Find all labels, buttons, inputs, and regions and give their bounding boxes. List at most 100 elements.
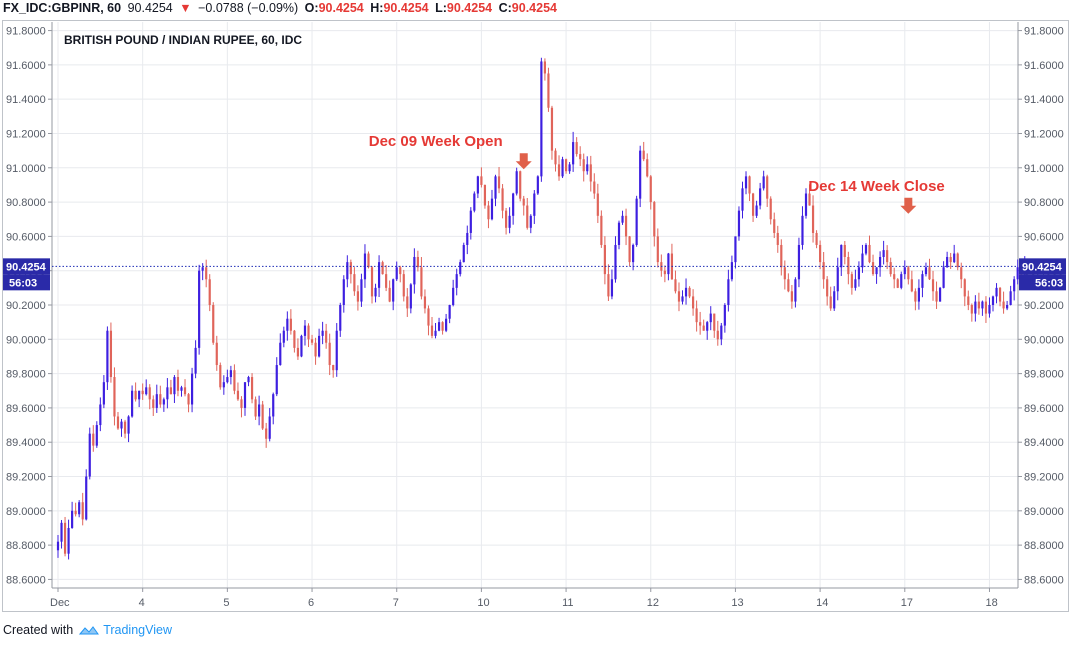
candle-body[interactable] (886, 250, 889, 263)
candle-body[interactable] (512, 193, 515, 216)
candle-body[interactable] (730, 262, 733, 280)
candle-body[interactable] (822, 262, 825, 280)
candle-body[interactable] (385, 274, 388, 288)
candle-body[interactable] (572, 142, 575, 165)
candle-body[interactable] (984, 301, 988, 314)
candle-body[interactable] (173, 377, 176, 395)
candle-body[interactable] (74, 510, 77, 515)
candle-body[interactable] (557, 164, 561, 177)
candle-body[interactable] (339, 305, 342, 331)
candle-body[interactable] (455, 274, 458, 288)
candle-body[interactable] (942, 267, 945, 288)
candle-body[interactable] (370, 267, 374, 297)
candle-body[interactable] (483, 184, 487, 206)
candle-body[interactable] (910, 279, 913, 292)
candle-body[interactable] (681, 296, 684, 302)
candle-body[interactable] (60, 522, 63, 542)
candle-body[interactable] (268, 416, 271, 439)
candle-body[interactable] (437, 322, 441, 331)
candle-body[interactable] (420, 267, 423, 297)
tradingview-brand[interactable]: TradingView (103, 623, 172, 637)
candle-body[interactable] (328, 342, 331, 366)
candle-body[interactable] (198, 270, 201, 348)
candle-body[interactable] (318, 335, 321, 357)
candle-body[interactable] (938, 287, 942, 302)
candle-body[interactable] (787, 279, 790, 292)
candle-body[interactable] (706, 322, 709, 331)
candle-body[interactable] (409, 284, 412, 309)
candle-body[interactable] (632, 244, 635, 263)
candle-body[interactable] (564, 159, 568, 172)
candle-body[interactable] (815, 232, 818, 245)
candle-body[interactable] (166, 387, 169, 400)
candle-body[interactable] (998, 287, 1002, 302)
candle-body[interactable] (554, 150, 557, 165)
candle-body[interactable] (109, 330, 113, 378)
candle-body[interactable] (113, 377, 116, 417)
candle-body[interactable] (974, 301, 977, 314)
candle-body[interactable] (727, 279, 730, 305)
candle-body[interactable] (741, 188, 744, 211)
candle-body[interactable] (819, 244, 822, 263)
candle-body[interactable] (233, 370, 236, 391)
candle-body[interactable] (434, 330, 437, 336)
candle-body[interactable] (402, 274, 405, 297)
candle-body[interactable] (515, 171, 518, 194)
candle-body[interactable] (692, 296, 695, 309)
candle-body[interactable] (776, 232, 779, 245)
candle-body[interactable] (550, 107, 554, 151)
candle-body[interactable] (684, 287, 688, 297)
candle-body[interactable] (617, 222, 621, 245)
candle-body[interactable] (183, 387, 187, 395)
candle-body[interactable] (466, 232, 469, 245)
candle-body[interactable] (99, 404, 102, 426)
candle-body[interactable] (893, 274, 896, 280)
candle-body[interactable] (1009, 291, 1012, 305)
candle-body[interactable] (187, 394, 190, 405)
candle-body[interactable] (155, 394, 158, 408)
candle-body[interactable] (406, 296, 409, 309)
candle-body[interactable] (413, 256, 416, 285)
candle-body[interactable] (783, 267, 786, 280)
candle-body[interactable] (388, 287, 391, 302)
candle-body[interactable] (829, 296, 832, 309)
candle-body[interactable] (222, 382, 225, 388)
candle-body[interactable] (663, 270, 666, 275)
candle-body[interactable] (145, 387, 148, 395)
candle-body[interactable] (1006, 305, 1009, 309)
candle-body[interactable] (607, 274, 610, 297)
candle-body[interactable] (286, 318, 289, 331)
candle-body[interactable] (240, 399, 243, 408)
candle-body[interactable] (282, 330, 285, 343)
candle-body[interactable] (649, 176, 652, 203)
candle-body[interactable] (624, 215, 628, 237)
candle-body[interactable] (399, 267, 402, 275)
candle-body[interactable] (236, 390, 240, 400)
candle-body[interactable] (190, 373, 194, 405)
candle-body[interactable] (917, 287, 920, 302)
candle-body[interactable] (480, 176, 483, 185)
candle-body[interactable] (575, 142, 578, 155)
candle-body[interactable] (924, 267, 928, 275)
candle-body[interactable] (769, 198, 772, 220)
candle-body[interactable] (1002, 301, 1005, 309)
symbol-label[interactable]: FX_IDC:GBPINR, 60 (3, 1, 122, 15)
candle-body[interactable] (854, 279, 857, 288)
candle-body[interactable] (462, 244, 465, 263)
candle-body[interactable] (219, 365, 222, 388)
candle-body[interactable] (120, 421, 123, 429)
candle-body[interactable] (1013, 279, 1016, 292)
candle-body[interactable] (123, 421, 127, 434)
candle-body[interactable] (773, 219, 776, 233)
candle-body[interactable] (88, 433, 91, 477)
candle-body[interactable] (963, 279, 966, 297)
candle-body[interactable] (529, 215, 532, 228)
candle-body[interactable] (356, 291, 359, 302)
candle-body[interactable] (78, 502, 81, 515)
candle-body[interactable] (949, 256, 952, 263)
candle-body[interactable] (275, 365, 278, 395)
candle-body[interactable] (540, 61, 543, 177)
candle-body[interactable] (332, 365, 335, 371)
candle-body[interactable] (392, 279, 395, 302)
candle-body[interactable] (734, 236, 737, 263)
